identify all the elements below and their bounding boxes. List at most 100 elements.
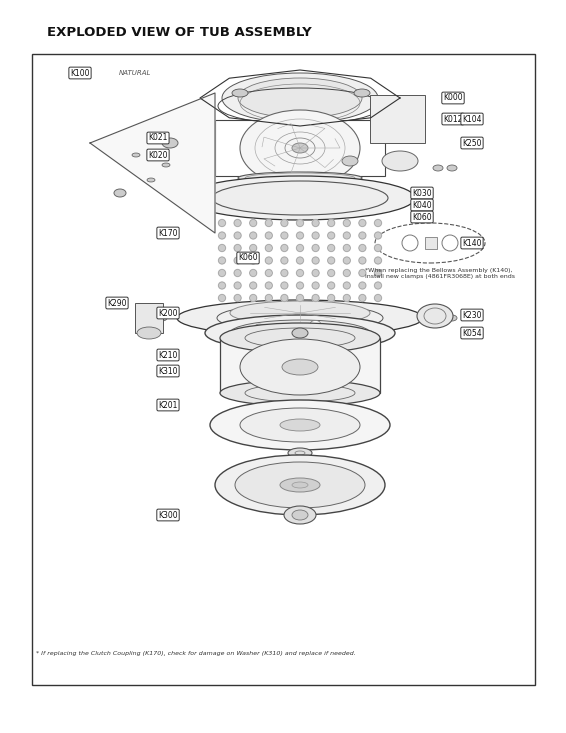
Text: EXPLODED VIEW OF TUB ASSEMBLY: EXPLODED VIEW OF TUB ASSEMBLY bbox=[47, 26, 312, 40]
Circle shape bbox=[375, 270, 381, 276]
Text: K060: K060 bbox=[412, 213, 432, 221]
Circle shape bbox=[281, 270, 288, 276]
Text: K020: K020 bbox=[148, 150, 168, 160]
Circle shape bbox=[265, 257, 272, 264]
Text: NATURAL: NATURAL bbox=[119, 70, 151, 76]
Ellipse shape bbox=[417, 304, 453, 328]
Ellipse shape bbox=[162, 138, 178, 148]
Circle shape bbox=[375, 295, 381, 301]
Circle shape bbox=[375, 245, 381, 251]
Circle shape bbox=[312, 219, 319, 226]
Circle shape bbox=[250, 245, 257, 251]
Circle shape bbox=[312, 282, 319, 289]
Ellipse shape bbox=[157, 315, 167, 321]
Circle shape bbox=[312, 270, 319, 276]
Ellipse shape bbox=[382, 151, 418, 171]
Text: K300: K300 bbox=[158, 510, 178, 520]
Ellipse shape bbox=[230, 301, 370, 325]
Text: *When replacing the Bellows Assembly (K140),
install new clamps (4861FR3068E) at: *When replacing the Bellows Assembly (K1… bbox=[365, 268, 515, 279]
Ellipse shape bbox=[157, 165, 167, 171]
Circle shape bbox=[265, 219, 272, 226]
Text: K030: K030 bbox=[412, 188, 432, 197]
Ellipse shape bbox=[240, 408, 360, 442]
Circle shape bbox=[359, 270, 366, 276]
Text: K250: K250 bbox=[462, 139, 482, 147]
Polygon shape bbox=[200, 70, 400, 126]
Circle shape bbox=[375, 232, 381, 239]
Ellipse shape bbox=[177, 300, 423, 336]
Text: K104: K104 bbox=[462, 114, 482, 123]
Ellipse shape bbox=[282, 359, 318, 375]
Ellipse shape bbox=[310, 339, 320, 345]
Circle shape bbox=[218, 232, 225, 239]
Circle shape bbox=[234, 232, 241, 239]
Circle shape bbox=[281, 257, 288, 264]
Circle shape bbox=[297, 295, 303, 301]
Text: K060: K060 bbox=[238, 254, 258, 262]
Ellipse shape bbox=[255, 324, 264, 330]
Ellipse shape bbox=[230, 320, 370, 346]
Circle shape bbox=[281, 219, 288, 226]
Circle shape bbox=[359, 219, 366, 226]
Ellipse shape bbox=[447, 315, 457, 321]
Ellipse shape bbox=[354, 89, 370, 97]
Circle shape bbox=[344, 257, 350, 264]
Circle shape bbox=[375, 219, 381, 226]
Circle shape bbox=[265, 282, 272, 289]
Circle shape bbox=[359, 232, 366, 239]
Bar bbox=[370, 95, 425, 143]
Ellipse shape bbox=[215, 455, 385, 515]
Ellipse shape bbox=[143, 165, 153, 171]
Circle shape bbox=[312, 257, 319, 264]
Circle shape bbox=[359, 282, 366, 289]
Circle shape bbox=[218, 282, 225, 289]
Ellipse shape bbox=[240, 110, 360, 186]
Circle shape bbox=[359, 295, 366, 301]
Text: K310: K310 bbox=[158, 366, 178, 375]
Circle shape bbox=[297, 245, 303, 251]
Circle shape bbox=[265, 270, 272, 276]
Circle shape bbox=[281, 295, 288, 301]
Bar bbox=[425, 237, 437, 249]
Circle shape bbox=[281, 282, 288, 289]
Ellipse shape bbox=[232, 89, 248, 97]
Circle shape bbox=[234, 295, 241, 301]
Circle shape bbox=[328, 219, 335, 226]
Circle shape bbox=[328, 295, 335, 301]
Circle shape bbox=[328, 282, 335, 289]
Circle shape bbox=[328, 257, 335, 264]
Circle shape bbox=[359, 245, 366, 251]
Ellipse shape bbox=[292, 328, 308, 338]
Circle shape bbox=[297, 219, 303, 226]
Ellipse shape bbox=[280, 419, 320, 431]
Circle shape bbox=[218, 219, 225, 226]
Circle shape bbox=[312, 295, 319, 301]
Circle shape bbox=[218, 270, 225, 276]
Circle shape bbox=[375, 257, 381, 264]
Ellipse shape bbox=[284, 506, 316, 524]
Polygon shape bbox=[90, 93, 215, 233]
Ellipse shape bbox=[205, 315, 395, 351]
Circle shape bbox=[234, 282, 241, 289]
Ellipse shape bbox=[137, 327, 161, 339]
Text: K000: K000 bbox=[443, 94, 463, 103]
Ellipse shape bbox=[288, 448, 312, 458]
Circle shape bbox=[344, 245, 350, 251]
Circle shape bbox=[297, 282, 303, 289]
Text: K201: K201 bbox=[158, 400, 178, 410]
Text: K054: K054 bbox=[462, 328, 482, 337]
Ellipse shape bbox=[220, 380, 380, 406]
Ellipse shape bbox=[433, 165, 443, 171]
Circle shape bbox=[265, 232, 272, 239]
Text: K200: K200 bbox=[158, 309, 178, 317]
Ellipse shape bbox=[132, 153, 140, 157]
Ellipse shape bbox=[235, 462, 365, 508]
Circle shape bbox=[234, 245, 241, 251]
Text: K290: K290 bbox=[107, 298, 127, 308]
Ellipse shape bbox=[375, 223, 485, 263]
Circle shape bbox=[359, 257, 366, 264]
Ellipse shape bbox=[292, 143, 308, 153]
Circle shape bbox=[234, 270, 241, 276]
Circle shape bbox=[328, 232, 335, 239]
Circle shape bbox=[250, 257, 257, 264]
